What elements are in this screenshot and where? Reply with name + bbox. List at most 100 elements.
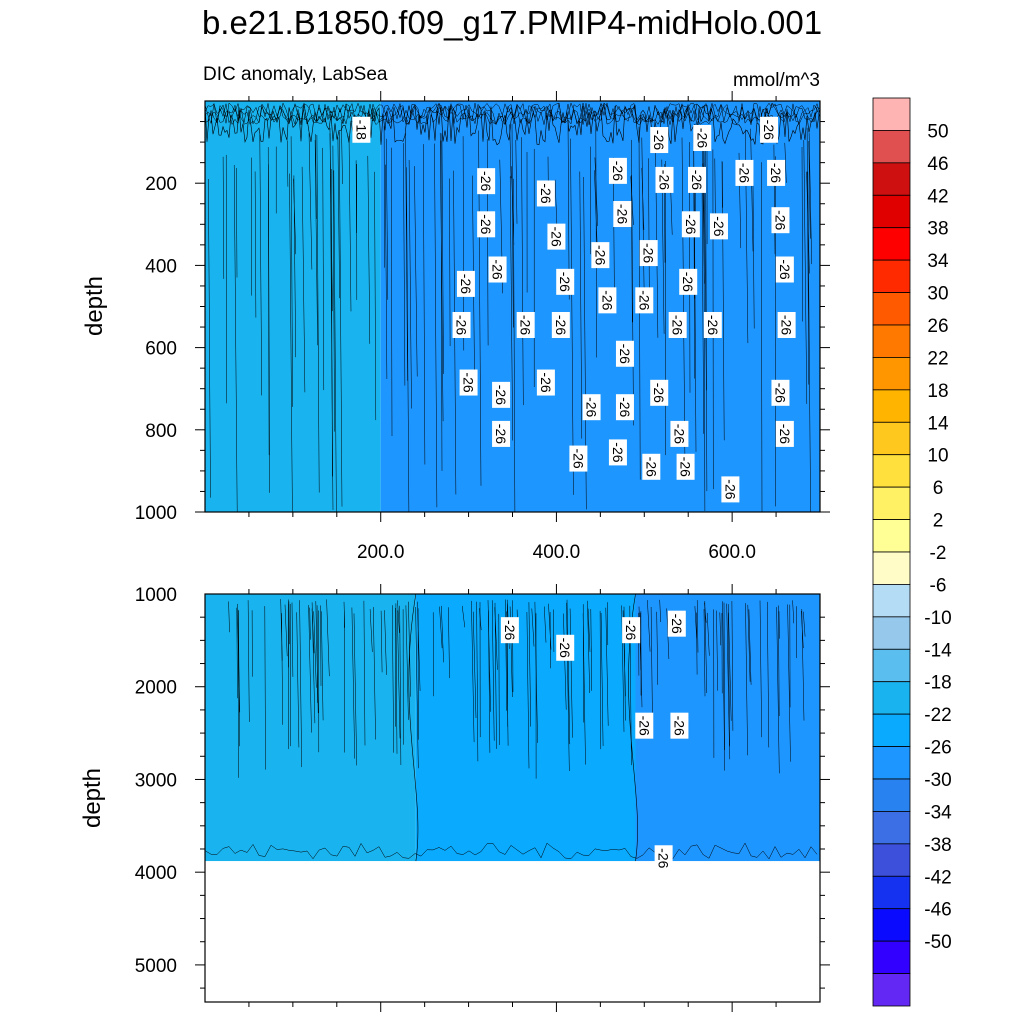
contour-label: -26 [639, 240, 658, 267]
contour-label-text: -26 [670, 315, 686, 335]
colorbar-swatch [872, 421, 911, 456]
contour-label: -26 [477, 211, 496, 238]
contour-label-text: -26 [478, 214, 494, 234]
colorbar-label: 26 [927, 316, 948, 337]
contour-label-text: -26 [722, 479, 738, 499]
contour-label: -26 [703, 311, 722, 338]
contour-label: -26 [642, 453, 661, 480]
contour-label: -26 [676, 453, 695, 480]
contour-label: -18 [352, 116, 371, 143]
contour-label-text: -26 [458, 274, 474, 294]
colorbar-label: 6 [933, 478, 944, 499]
contour-label: -26 [771, 207, 790, 234]
contour-label: -26 [721, 476, 740, 503]
contour-label-text: -26 [651, 130, 667, 150]
contour-label-text: -26 [772, 210, 788, 230]
contour-label: -26 [635, 287, 654, 314]
lower-boundary-0 [408, 593, 419, 862]
colorbar-swatch [872, 616, 911, 650]
contour-label: -26 [608, 157, 627, 184]
colorbar-label: 22 [927, 348, 948, 369]
colorbar-label: 50 [927, 121, 948, 142]
contour-label: -26 [771, 379, 790, 406]
colorbar-swatch [872, 227, 911, 261]
y-tick-label: 400 [145, 256, 177, 277]
contour-label-text: -26 [502, 620, 518, 640]
contour-label-text: -26 [538, 372, 554, 392]
contour-label-text: -26 [599, 290, 615, 310]
y-tick-label: 5000 [135, 956, 177, 977]
y-tick-label: 600 [145, 339, 177, 360]
colorbar-label: -46 [924, 900, 951, 921]
colorbar-label: 10 [927, 446, 948, 467]
lower-filled-regions [205, 594, 820, 862]
x-tick-label: 600.0 [708, 542, 756, 563]
contour-label: -26 [777, 311, 796, 338]
colorbar-label: 14 [927, 413, 949, 434]
contour-label-text: -26 [689, 170, 705, 190]
contour-label: -26 [556, 268, 575, 295]
contour-label-text: -26 [557, 638, 573, 658]
contour-label-text: -26 [671, 424, 687, 444]
contour-label: -26 [500, 617, 519, 644]
contour-label-text: -26 [490, 259, 506, 279]
contour-label: -26 [693, 124, 712, 151]
colorbar-swatch [872, 843, 911, 877]
colorbar-label: 30 [927, 284, 948, 305]
colorbar-swatch [872, 519, 911, 553]
contour-label-text: -26 [656, 170, 672, 190]
y-tick-label: 3000 [135, 770, 177, 791]
contour-label-text: -26 [678, 457, 694, 477]
contour-label: -26 [670, 420, 689, 447]
contour-label-text: -26 [669, 614, 685, 634]
contour-label: -26 [615, 394, 634, 421]
lower-axis-ticks: 1000 2000 3000 4000 5000 [135, 584, 830, 1012]
upper-surface-contours [204, 104, 820, 146]
x-tick-label: 400.0 [533, 542, 581, 563]
contour-label: -26 [709, 213, 728, 240]
contour-label-text: -26 [617, 397, 633, 417]
colorbar-swatch [872, 292, 911, 326]
upper-surface-contours-2 [204, 102, 821, 126]
contour-label: -26 [492, 420, 511, 447]
contour-label-text: -26 [656, 848, 672, 868]
colorbar-label: -30 [924, 770, 951, 791]
colorbar-swatch [872, 551, 911, 585]
contour-label: -26 [488, 256, 507, 283]
contour-label: -26 [767, 159, 786, 186]
upper-subtitle-right: mmol/m^3 [733, 70, 820, 91]
contour-label: -26 [456, 270, 475, 297]
contour-label: -26 [668, 311, 687, 338]
colorbar-swatch [872, 259, 911, 293]
contour-label-text: -26 [610, 161, 626, 181]
contour-label-text: -26 [614, 204, 630, 224]
contour-label-text: -26 [777, 259, 793, 279]
colorbar-swatch [872, 584, 911, 618]
colorbar-swatch [872, 940, 911, 974]
colorbar: 50 46 42 38 34 30 26 22 18 14 10 6 2 -2 -6 -10 -14 -18 -22… [872, 97, 952, 1007]
colorbar-label: -26 [924, 738, 951, 759]
colorbar-label: -50 [924, 932, 951, 953]
contour-label: -26 [452, 311, 471, 338]
y-tick-label: 2000 [135, 678, 177, 699]
contour-label: -26 [667, 610, 686, 637]
colorbar-swatch [872, 324, 911, 358]
upper-axis-ticks: 200.0 400.0 600.0 200 400 600 800 1000 [135, 91, 830, 563]
chart-title: b.e21.B1850.f09_g17.PMIP4-midHolo.001 [202, 4, 822, 41]
contour-label-text: -26 [761, 120, 777, 140]
colorbar-swatch [872, 746, 911, 780]
upper-filled-regions [205, 101, 820, 512]
colorbar-label: 18 [927, 381, 948, 402]
contour-label: -26 [551, 311, 570, 338]
lower-y-axis-label: depth [79, 768, 106, 828]
upper-subtitle-left: DIC anomaly, LabSea [203, 64, 388, 85]
contour-label: -26 [650, 379, 669, 406]
colorbar-label: -14 [924, 640, 952, 661]
contour-label: -26 [569, 445, 588, 472]
contour-label: -26 [492, 381, 511, 408]
colorbar-label: -22 [924, 705, 951, 726]
upper-contour-lines [204, 102, 821, 513]
contour-label: -26 [582, 394, 601, 421]
upper-y-axis-label: depth [81, 276, 108, 336]
contour-label-text: -26 [641, 243, 657, 263]
